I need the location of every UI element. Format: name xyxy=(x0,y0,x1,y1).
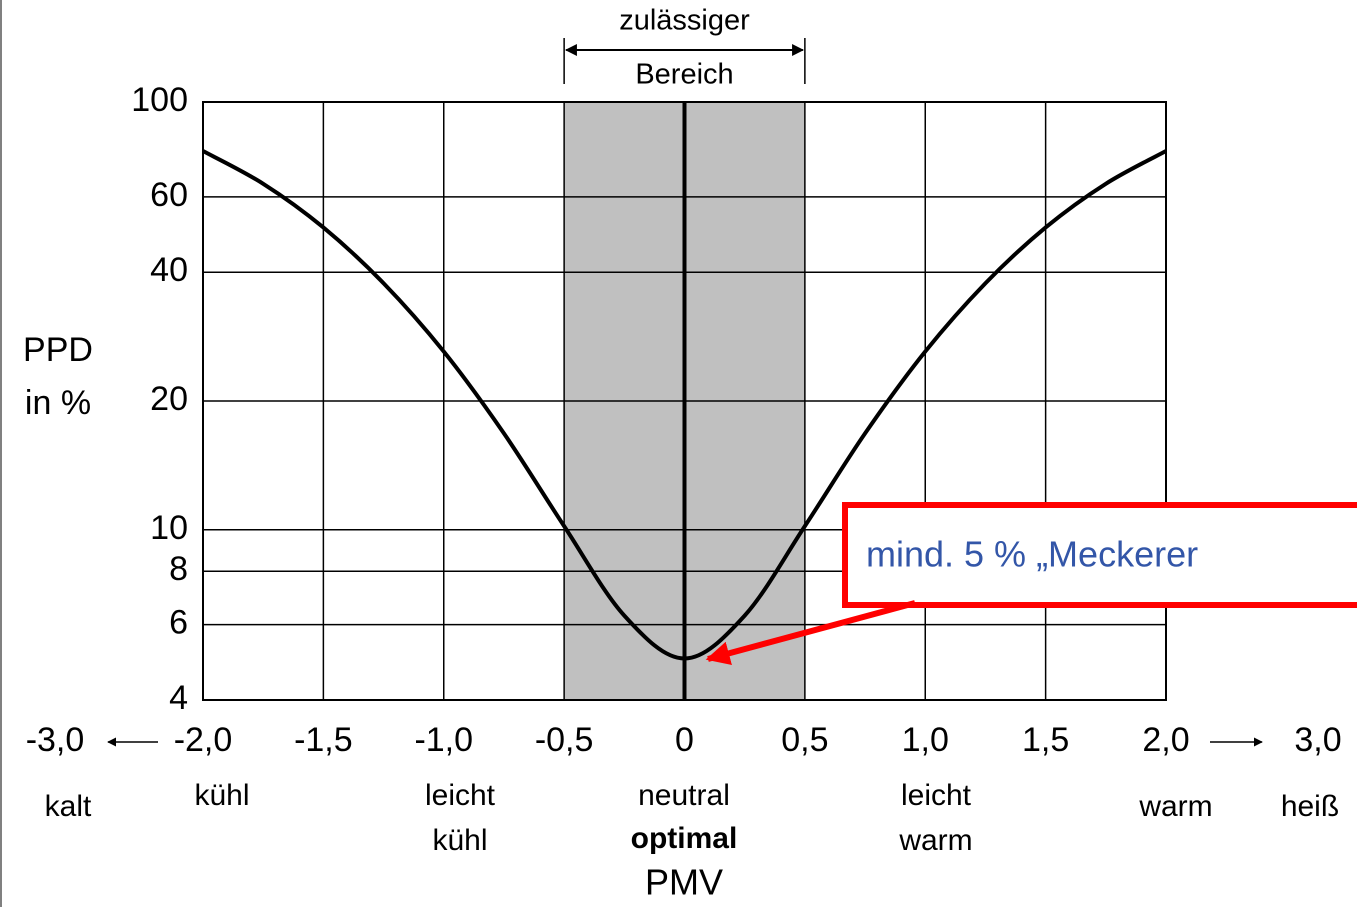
ppd-curve xyxy=(202,149,1167,661)
y-tick-label: 100 xyxy=(131,81,188,119)
x-tick-label: -0,5 xyxy=(535,721,594,759)
annotation-arrow xyxy=(705,600,916,665)
x-tick-label: -2,0 xyxy=(174,721,233,759)
outer-tick-label: 3,0 xyxy=(1294,721,1341,759)
x-tick-label: 0,5 xyxy=(781,721,828,759)
x-tick-label: 1,5 xyxy=(1022,721,1069,759)
y-tick-label: 20 xyxy=(150,380,188,418)
annotation-box xyxy=(842,502,1357,608)
range-label: zulässiger xyxy=(619,5,750,37)
y-label: in % xyxy=(25,384,91,422)
sensation-label: heiß xyxy=(1281,790,1339,823)
emphasis: optimal xyxy=(631,822,738,855)
sensation-label: neutral xyxy=(638,779,730,812)
x-tick-label: -1,5 xyxy=(294,721,353,759)
y-tick-label: 8 xyxy=(169,550,188,588)
y-label: PPD xyxy=(23,331,93,369)
sensation-label: kühl xyxy=(194,779,249,812)
sensation-label: leicht xyxy=(425,779,496,812)
sensation-label: kalt xyxy=(45,790,92,823)
y-tick-label: 40 xyxy=(150,251,188,289)
x-label: PMV xyxy=(645,862,723,903)
x-tick-label: 2,0 xyxy=(1142,721,1189,759)
range-label: Bereich xyxy=(635,59,733,91)
y-tick-label: 4 xyxy=(169,679,188,717)
sensation-label: warm xyxy=(1138,790,1212,823)
outer-tick-label: -3,0 xyxy=(26,721,85,759)
x-tick-label: 0 xyxy=(675,721,694,759)
y-tick-label: 10 xyxy=(150,509,188,547)
x-tick-label: 1,0 xyxy=(902,721,949,759)
sensation-label: leicht xyxy=(901,779,972,812)
annotation: mind. 5 % „Meckerer xyxy=(866,534,1198,575)
x-tick-label: -1,0 xyxy=(414,721,473,759)
sensation-label: warm xyxy=(898,824,972,857)
sensation-label: kühl xyxy=(432,824,487,857)
y-tick-label: 6 xyxy=(169,604,188,642)
y-tick-label: 60 xyxy=(150,176,188,214)
